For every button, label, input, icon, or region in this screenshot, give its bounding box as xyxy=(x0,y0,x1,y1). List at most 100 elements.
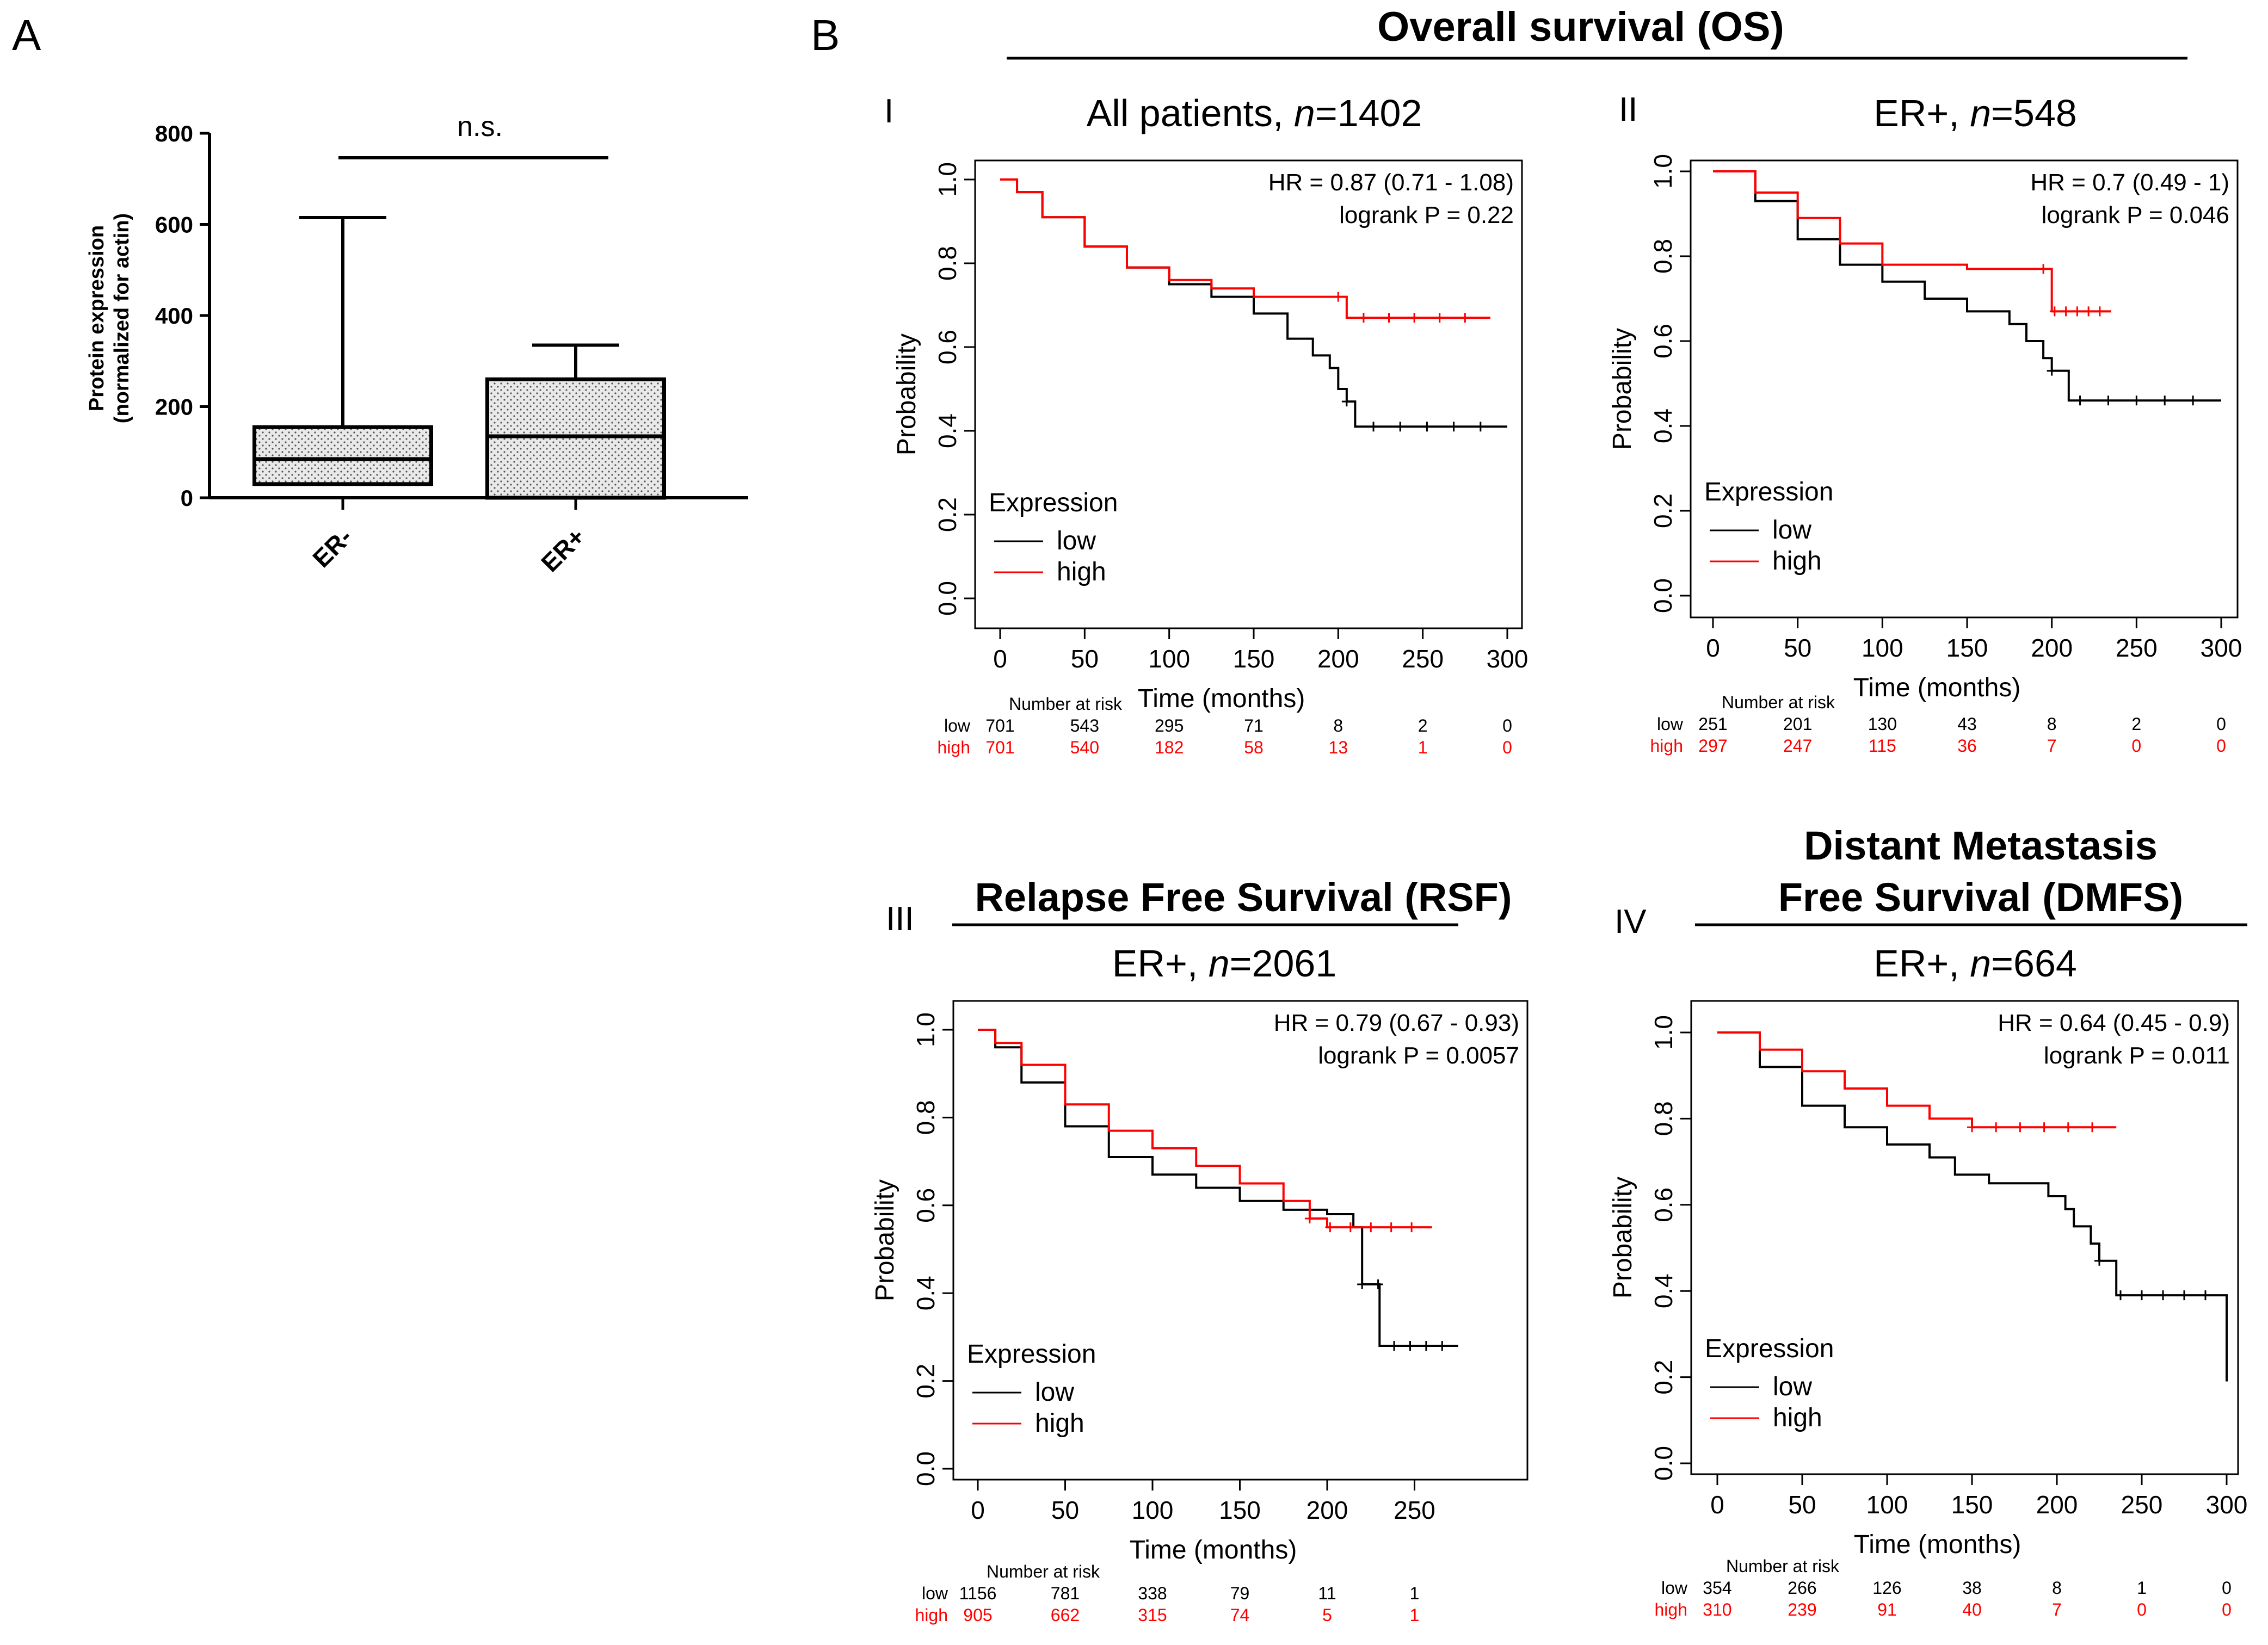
x-tick-label: 300 xyxy=(2206,1491,2248,1519)
y-tick-label: 0 xyxy=(181,485,193,511)
x-tick-label: 200 xyxy=(2031,634,2073,662)
risk-value-high: 0 xyxy=(1502,738,1512,757)
legend-title: Expression xyxy=(967,1340,1096,1369)
censor-mark-low xyxy=(1405,1341,1415,1351)
panel-title-prefix: ER+, xyxy=(1873,942,1970,985)
y-tick-label: 1.0 xyxy=(1649,154,1677,189)
logrank-p-text: logrank P = 0.011 xyxy=(2044,1042,2230,1069)
legend-title: Expression xyxy=(989,488,1118,517)
x-tick-label: 250 xyxy=(2116,634,2158,662)
x-axis-title: Time (months) xyxy=(1854,1530,2022,1559)
y-axis-title-line1: Protein expression xyxy=(85,225,108,411)
risk-value-high: 315 xyxy=(1138,1605,1167,1625)
censor-mark-low xyxy=(1475,422,1486,432)
risk-value-high: 40 xyxy=(1962,1600,1982,1619)
risk-value-high: 905 xyxy=(963,1605,992,1625)
y-tick-label: 0.6 xyxy=(911,1188,940,1223)
x-tick-label: 200 xyxy=(1306,1496,1348,1524)
logrank-p-text: logrank P = 0.046 xyxy=(2042,202,2229,228)
km-curve-low xyxy=(1717,1031,2228,1382)
risk-row-label-high: high xyxy=(1650,736,1684,756)
censor-mark-low xyxy=(1422,422,1432,432)
os-section-title: Overall survival (OS) xyxy=(1377,4,1784,50)
panel-title-prefix: ER+, xyxy=(1873,92,1970,134)
y-tick-label: 0.6 xyxy=(1649,324,1677,358)
x-tick-label: 0 xyxy=(971,1496,985,1524)
plot-frame xyxy=(1690,1000,2239,1475)
risk-row-label-high: high xyxy=(915,1605,948,1625)
panel-letter-b: B xyxy=(811,11,840,59)
x-tick-label: 50 xyxy=(1788,1491,1816,1519)
y-tick-label: 0.2 xyxy=(1649,493,1677,528)
box-body xyxy=(252,425,433,486)
box-plot-panel: 0 200 400 600 800 Protein expression (normaliz… xyxy=(85,111,748,577)
censor-mark-high xyxy=(2049,306,2060,317)
censor-mark-low xyxy=(2103,395,2113,406)
risk-row-label-low: low xyxy=(1661,1578,1688,1598)
censor-mark-high xyxy=(2072,306,2082,317)
x-tick-label: 250 xyxy=(2121,1491,2163,1519)
x-tick-label: 250 xyxy=(1394,1496,1435,1524)
risk-value-low: 0 xyxy=(1502,716,1512,735)
risk-value-high: 662 xyxy=(1051,1605,1080,1625)
significance-label: n.s. xyxy=(457,111,503,143)
censor-mark-high xyxy=(1384,313,1394,323)
risk-value-low: 8 xyxy=(1333,716,1343,735)
y-tick-label: 400 xyxy=(155,303,193,329)
x-tick-label: 150 xyxy=(1233,645,1275,673)
legend-label-low: low xyxy=(1773,1372,1812,1401)
panel-roman-numeral: I xyxy=(884,92,893,130)
x-tick-label: 100 xyxy=(1148,645,1190,673)
plot-frame xyxy=(1690,159,2239,619)
risk-value-high: 0 xyxy=(2216,736,2226,756)
panel-title-n: n xyxy=(1209,942,1230,985)
km-curve-low xyxy=(1713,170,2221,402)
y-tick-label: 0.8 xyxy=(1649,239,1677,274)
km-panel-er-positive-rfs: III ER+, n=2061 0.0 0.2 0.4 0.6 0.8 1.0 Probabil… xyxy=(871,900,1529,1625)
panel-roman-numeral: II xyxy=(1619,91,1637,128)
risk-value-low: 0 xyxy=(2222,1578,2232,1598)
legend-label-low: low xyxy=(1035,1378,1074,1407)
censor-mark-low xyxy=(1421,1341,1431,1351)
panel-title-n: n xyxy=(1294,92,1315,134)
km-curve-low xyxy=(978,1029,1458,1347)
risk-value-high: 0 xyxy=(2137,1600,2147,1619)
panel-title: ER+, n=664 xyxy=(1873,942,2077,985)
y-axis-title: Probability xyxy=(871,1179,899,1301)
censor-mark-low xyxy=(1369,422,1379,432)
risk-value-low: 781 xyxy=(1051,1584,1080,1603)
y-tick-label: 0.4 xyxy=(1649,409,1677,443)
risk-table-title: Number at risk xyxy=(987,1562,1100,1581)
dmfs-section-title-line2: Free Survival (DMFS) xyxy=(1778,875,2183,920)
censor-mark-low xyxy=(1437,1341,1447,1351)
risk-value-high: 0 xyxy=(2131,736,2141,756)
panel-title-n: n xyxy=(1970,942,1991,985)
risk-value-high: 247 xyxy=(1783,736,1812,756)
censor-mark-low xyxy=(2131,395,2142,406)
y-tick-label: 0.0 xyxy=(1649,578,1677,613)
risk-value-low: 338 xyxy=(1138,1584,1167,1603)
x-tick-label: 300 xyxy=(2201,634,2242,662)
x-axis-title: Time (months) xyxy=(1130,1536,1297,1564)
risk-value-high: 1 xyxy=(1418,738,1428,757)
risk-value-high: 701 xyxy=(985,738,1014,757)
y-tick-label: 0.2 xyxy=(911,1364,940,1399)
censor-mark-low xyxy=(1449,422,1459,432)
risk-row-label-high: high xyxy=(1655,1600,1688,1619)
logrank-p-text: logrank P = 0.0057 xyxy=(1318,1042,1519,1069)
risk-value-high: 36 xyxy=(1957,736,1977,756)
censor-mark-high xyxy=(1333,292,1343,302)
censor-mark-high xyxy=(1366,1222,1376,1233)
x-tick-label: 50 xyxy=(1784,634,1811,662)
risk-value-low: 1 xyxy=(2137,1578,2147,1598)
y-tick-label: 0.8 xyxy=(911,1100,940,1135)
risk-value-low: 295 xyxy=(1155,716,1184,735)
censor-mark-low xyxy=(2137,1290,2147,1301)
risk-value-high: 115 xyxy=(1869,736,1896,756)
risk-row-label-high: high xyxy=(938,738,971,757)
y-tick-label: 200 xyxy=(155,394,193,420)
panel-title-n: n xyxy=(1970,92,1991,134)
censor-mark-high xyxy=(1325,1222,1335,1233)
censor-mark-low xyxy=(1357,1279,1367,1290)
